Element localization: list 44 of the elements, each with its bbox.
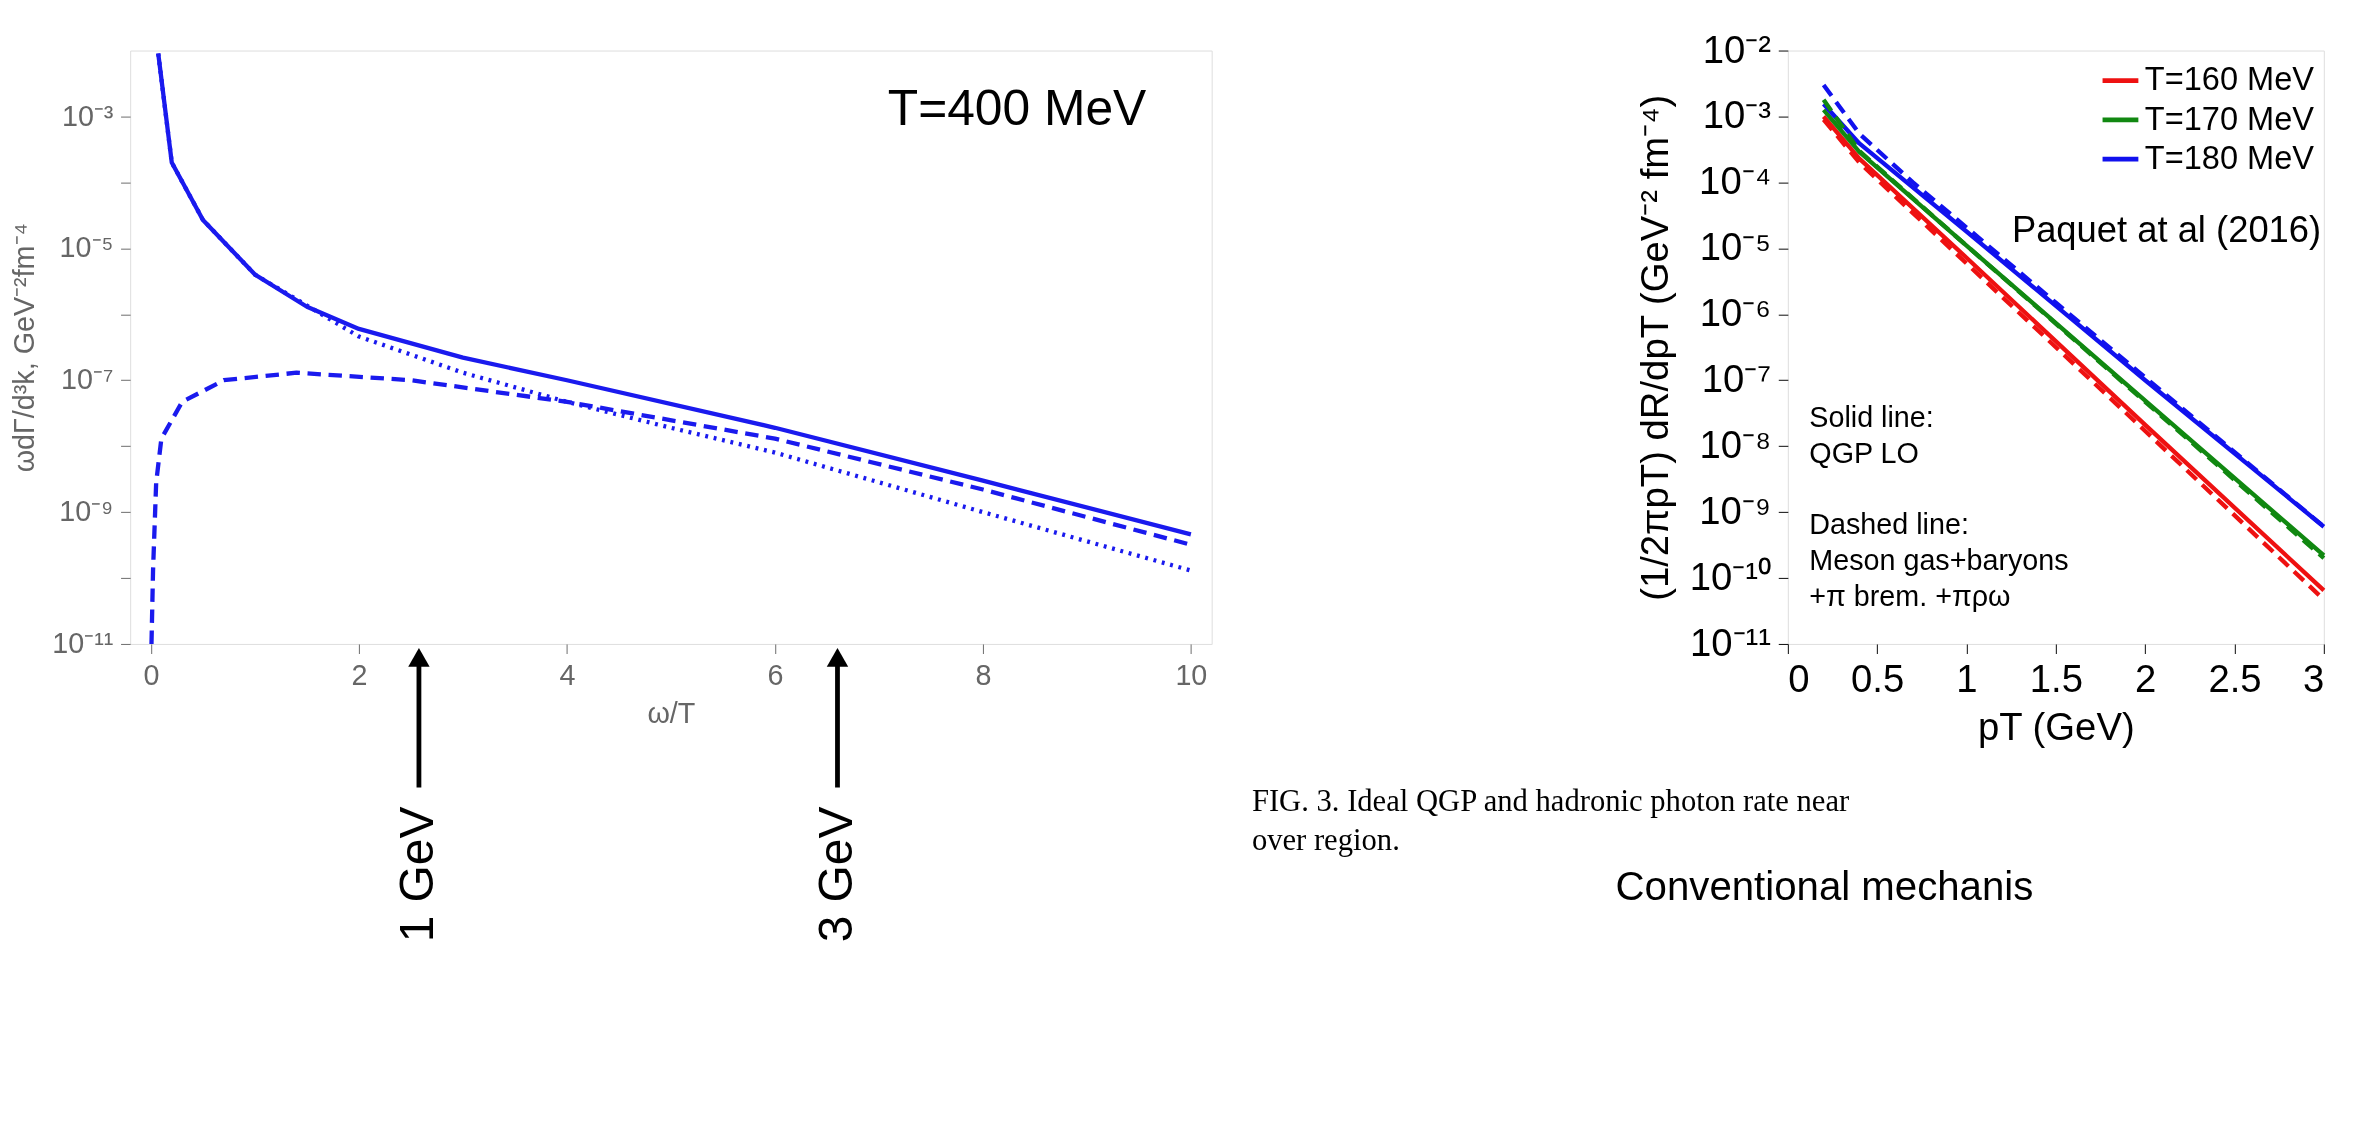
y-tick-label: 10⁻⁹	[59, 495, 114, 528]
x-tick-label: 8	[975, 658, 992, 691]
y-tick-label: 10⁻²	[1702, 27, 1772, 71]
y-axis-title: (1/2πpT) dR/dpT (GeV⁻² fm⁻⁴)	[1632, 94, 1676, 601]
x-tick-label: 3	[2303, 657, 2325, 701]
y-tick-label: 10⁻⁶	[1699, 291, 1772, 335]
y-tick-label: 10⁻⁴	[1699, 159, 1772, 203]
x-tick-label: 6	[767, 658, 784, 691]
x-tick-label: 1	[1956, 657, 1978, 701]
y-tick-label: 10⁻⁷	[1701, 357, 1772, 401]
y-tick-label: 10⁻⁷	[61, 363, 114, 396]
annotation: Dashed line: Meson gas+baryons +π brem. +πρω	[1809, 507, 2069, 612]
y-tick-label: 10⁻⁸	[1699, 423, 1772, 467]
legend-label: T=180 MeV	[2144, 139, 2315, 176]
text: 3 GeV	[808, 806, 862, 943]
caption: FIG. 3. Ideal QGP and hadronic photon rate near	[1251, 784, 1850, 819]
annotation: T=400 MeV	[887, 80, 1147, 137]
x-tick-label: 0	[143, 658, 160, 691]
x-axis-title: pT (GeV)	[1978, 705, 2135, 749]
text: over region.	[1251, 822, 1400, 857]
x-tick-label: 2.5	[2208, 657, 2262, 701]
y-tick-label: 10⁻³	[1702, 93, 1772, 137]
x-tick-label: 2	[2135, 657, 2157, 701]
y-tick-label: 10⁻³	[61, 99, 114, 132]
legend-label: T=170 MeV	[2144, 100, 2315, 137]
text: 1 GeV	[390, 806, 444, 943]
legend-label: T=160 MeV	[2144, 61, 2315, 98]
y-tick-label: 10⁻⁵	[59, 231, 114, 264]
y-axis-title: ωdΓ/d³k, GeV⁻²fm⁻⁴	[7, 223, 40, 473]
y-tick-label: 10⁻¹¹	[1690, 620, 1772, 664]
x-tick-label: 4	[559, 658, 576, 691]
x-tick-label: 0	[1788, 657, 1810, 701]
x-tick-label: 1.5	[2029, 657, 2083, 701]
x-tick-label: 2	[351, 658, 368, 691]
annotation: Solid line: QGP LO	[1809, 401, 1934, 469]
x-axis-title: ω/T	[647, 696, 696, 729]
text: Conventional mechanis	[1615, 864, 2034, 910]
x-tick-label: 0.5	[1851, 657, 1905, 701]
y-tick-label: 10⁻⁵	[1699, 225, 1772, 269]
x-tick-label: 10	[1175, 658, 1208, 691]
y-tick-label: 10⁻¹⁰	[1689, 554, 1772, 598]
y-tick-label: 10⁻¹¹	[52, 627, 114, 660]
annotation: Paquet at al (2016)	[2011, 209, 2322, 251]
y-tick-label: 10⁻⁹	[1699, 489, 1772, 533]
